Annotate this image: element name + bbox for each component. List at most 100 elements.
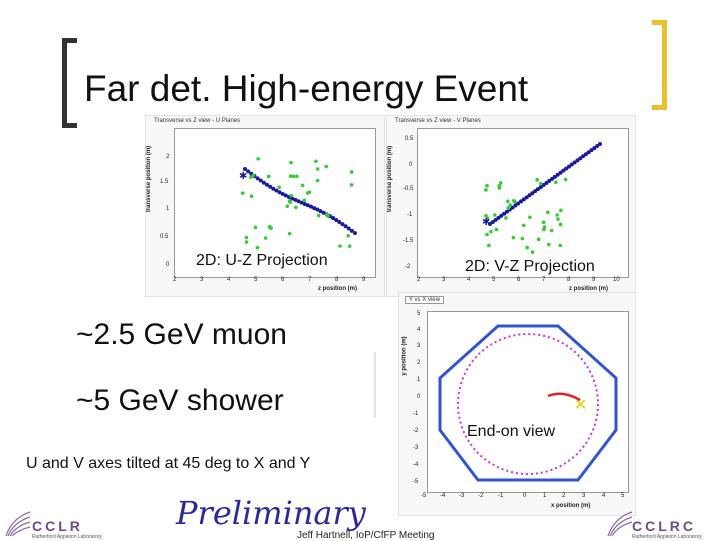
shower-hit: [528, 215, 532, 220]
yx-xtick: -4: [440, 493, 446, 499]
title-bracket-left: [62, 38, 77, 128]
vz-projection-label: 2D: V-Z Projection: [465, 258, 595, 275]
yx-xtick: 4: [602, 493, 606, 499]
shower-hit: [493, 213, 497, 217]
shower-hit: [541, 220, 546, 225]
shower-hit: [506, 206, 511, 210]
shower-hit: [521, 223, 526, 228]
vz-xtick: 5: [492, 277, 496, 283]
muon-hit: [274, 188, 279, 193]
shower-hit: [494, 227, 499, 232]
muon-hit: [530, 191, 535, 196]
shower-hit: [542, 227, 546, 232]
shower-hit: [244, 240, 249, 244]
yx-xtick: -1: [498, 493, 504, 499]
yx-y-axis-label: y position (m): [401, 336, 408, 376]
muon-hit: [318, 209, 323, 214]
muon-hit: [519, 199, 524, 204]
yx-xtick: 2: [562, 493, 566, 499]
muon-hit: [337, 219, 342, 224]
shower-hit: [485, 232, 489, 237]
muon-hit: [572, 160, 577, 165]
yx-event-display: ✕: [438, 324, 618, 482]
shower-hit: [300, 183, 305, 188]
shower-hit: [288, 174, 293, 178]
yx-xtick: -5: [421, 493, 427, 499]
uz-plot-area: ✱: [174, 128, 376, 278]
shower-hit: [324, 164, 328, 169]
muon-hit: [346, 226, 351, 231]
muon-hit: [283, 193, 288, 198]
shower-hit: [558, 222, 563, 227]
vz-xtick: 8: [567, 277, 571, 283]
logo-left-sub: Rutherford Appleton Laboratory: [32, 534, 102, 540]
muon-hit: [268, 184, 273, 189]
muon-hit: [309, 204, 313, 209]
muon-hit: [293, 197, 298, 202]
yx-xtick: 0: [523, 493, 527, 499]
divider-line: [374, 352, 376, 418]
muon-hit: [561, 168, 566, 173]
muon-hit: [349, 228, 354, 233]
vz-xtick: 10: [613, 277, 620, 283]
muon-hit: [547, 178, 552, 183]
shower-hit: [559, 208, 563, 213]
shower-energy-text: ~5 GeV shower: [76, 384, 284, 417]
shower-hit: [555, 213, 559, 217]
muon-hit: [598, 142, 602, 146]
vertex-marker: ✱: [482, 217, 490, 228]
muon-hit: [558, 170, 563, 175]
shower-hit: [538, 181, 543, 186]
uz-ytick: 0.5: [160, 234, 169, 240]
logo-right-name: CCLRC: [632, 518, 696, 534]
muon-hit: [583, 152, 588, 157]
yx-xtick: 1: [543, 493, 547, 499]
muon-hit: [321, 210, 326, 215]
muon-hit: [305, 203, 310, 208]
uz-xtick: 3: [200, 277, 204, 283]
axes-note-text: U and V axes tilted at 45 deg to X and Y: [26, 455, 311, 472]
shower-hit: [498, 181, 503, 185]
uz-xtick: 9: [362, 277, 366, 283]
vz-event-display: ✱: [482, 142, 602, 254]
uz-ytick: 0: [166, 262, 170, 268]
uz-projection-panel: Transverse vs Z view - U Planes transver…: [145, 115, 385, 297]
muon-hit: [265, 182, 269, 187]
shower-hit: [487, 243, 491, 248]
vz-ytick: 0: [409, 162, 413, 168]
logo-left: CCLR Rutherford Appleton Laboratory: [4, 508, 154, 540]
fiducial-circle: [457, 333, 599, 475]
muon-hit: [302, 201, 307, 206]
muon-hit: [243, 167, 247, 171]
yx-ytick: -4: [413, 462, 419, 468]
shower-hit: [556, 217, 560, 221]
yx-ytick: -2: [413, 428, 419, 434]
muon-hit: [299, 200, 304, 205]
shower-hit: [240, 191, 245, 195]
vz-y-axis-label: transverse position (m): [387, 145, 394, 213]
yx-xtick: 5: [621, 493, 625, 499]
uz-xtick: 6: [281, 277, 285, 283]
yx-xtick: -3: [459, 493, 465, 499]
muon-hit: [569, 162, 574, 167]
uz-ytick: 1.5: [160, 179, 169, 185]
muon-hit: [261, 180, 266, 185]
muon-hit: [271, 186, 276, 191]
muon-hit: [280, 191, 285, 196]
uz-xtick: 2: [173, 277, 177, 283]
vz-ytick: 0.5: [405, 136, 414, 142]
yx-ytick: -1: [413, 411, 419, 417]
vz-xtick: 4: [467, 277, 471, 283]
shower-hit: [347, 244, 352, 248]
shower-hit: [249, 175, 253, 179]
shower-hit: [295, 174, 299, 179]
vz-projection-panel: Transverse vs Z view - V Planes transver…: [386, 115, 636, 297]
shower-hit: [314, 159, 318, 164]
uz-projection-label: 2D: U-Z Projection: [196, 252, 328, 269]
muon-track: [547, 392, 581, 402]
shower-hit: [316, 213, 321, 218]
cclrc-swirl-icon: [607, 511, 633, 537]
shower-hit: [244, 235, 249, 240]
vz-xtick: 9: [592, 277, 596, 283]
preliminary-label: Preliminary: [176, 494, 366, 532]
